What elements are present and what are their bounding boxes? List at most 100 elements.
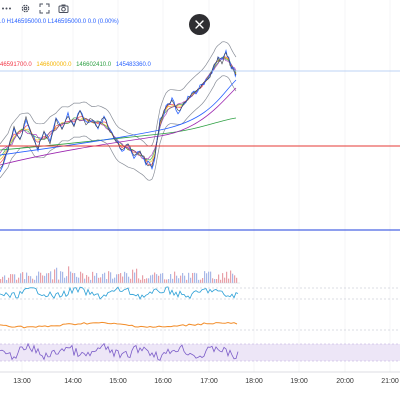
volume-bar	[86, 275, 88, 283]
volume-bar	[98, 277, 100, 283]
volume-bar	[160, 273, 162, 283]
volume-bar	[68, 266, 70, 283]
time-tick-label: 20:00	[336, 378, 354, 385]
volume-bar	[128, 276, 130, 283]
close-icon	[195, 20, 204, 29]
volume-bar	[214, 279, 216, 283]
volume-bar	[2, 276, 4, 283]
volume-bar	[138, 278, 140, 283]
indicator-value-yellow: 146600000.0	[36, 62, 72, 68]
indicator-value-green: 146602410.0	[76, 62, 112, 68]
volume-bar	[12, 274, 14, 283]
time-axis[interactable]: 13:00 14:00 15:00 16:00 17:00 18:00 19:0…	[0, 371, 400, 385]
volume-bar	[180, 275, 182, 283]
volume-bar	[144, 279, 146, 283]
volume-bar	[66, 276, 68, 283]
volume-bar	[150, 275, 152, 283]
volume-bar	[52, 279, 54, 283]
volume-bar	[62, 271, 64, 283]
volume-bar	[38, 271, 40, 283]
close-button[interactable]	[189, 14, 210, 35]
time-tick-label: 15:00	[109, 378, 127, 385]
lower-band-line	[0, 75, 237, 181]
volume-bar	[132, 269, 134, 283]
volume-bar	[80, 271, 82, 283]
oscillator-line-blue	[0, 286, 239, 300]
volume-bar	[30, 276, 32, 283]
more-icon[interactable]	[1, 3, 12, 14]
volume-bar	[120, 273, 122, 283]
volume-bar	[64, 277, 66, 283]
volume-bar	[164, 279, 166, 283]
volume-bar	[116, 274, 118, 283]
volume-bar	[90, 279, 92, 283]
volume-bar	[74, 273, 76, 283]
volume-bar	[228, 278, 230, 283]
volume-bar	[158, 275, 160, 283]
volume-bar	[76, 276, 78, 283]
volume-bar	[130, 278, 132, 283]
volume-bar	[32, 278, 34, 283]
volume-bar	[168, 279, 170, 283]
time-tick-label: 16:00	[154, 378, 172, 385]
volume-bar	[208, 271, 210, 283]
volume-bar	[78, 277, 80, 283]
volume-bar	[36, 275, 38, 283]
time-tick-label: 14:00	[64, 378, 82, 385]
volume-bar	[174, 271, 176, 283]
volume-bar	[206, 273, 208, 283]
volume-bar	[140, 279, 142, 283]
volume-bar	[162, 273, 164, 283]
volume-bar	[18, 277, 20, 283]
volume-bar	[40, 272, 42, 283]
price-pane[interactable]	[0, 41, 400, 231]
moving-averages	[0, 56, 237, 166]
fullscreen-icon[interactable]	[39, 3, 50, 14]
volume-bar	[204, 271, 206, 283]
oscillator-pane-1[interactable]	[0, 286, 400, 300]
volume-bar	[94, 275, 96, 283]
volume-bar	[186, 279, 188, 283]
volume-pane	[0, 266, 238, 283]
settings-gear-icon[interactable]	[20, 3, 31, 14]
volume-bar	[202, 278, 204, 283]
volume-bar	[54, 269, 56, 283]
trend-line-blue	[0, 79, 237, 156]
volume-bar	[156, 274, 158, 283]
volume-bar	[24, 279, 26, 283]
camera-icon[interactable]	[58, 3, 69, 14]
volume-bar	[26, 272, 28, 283]
volume-bar	[230, 270, 232, 283]
volume-bar	[232, 273, 234, 283]
volume-bar	[134, 272, 136, 283]
volume-bar	[142, 275, 144, 283]
price-line-secondary	[0, 52, 237, 169]
oscillator-line-orange	[0, 321, 238, 329]
trend-line-purple	[0, 87, 237, 166]
volume-bar	[58, 279, 60, 283]
volume-bar	[112, 278, 114, 283]
volume-bar	[20, 273, 22, 283]
volume-bar	[28, 275, 30, 283]
volume-bar	[176, 275, 178, 283]
volume-bar	[200, 279, 202, 283]
volume-bar	[104, 272, 106, 283]
volume-bar	[192, 273, 194, 283]
indicator-value-red: 46591700.0	[0, 62, 32, 68]
volume-bar	[34, 279, 36, 283]
volume-bar	[6, 279, 8, 283]
volume-bar	[108, 271, 110, 283]
grid-lines	[21, 0, 391, 372]
volume-bar	[196, 273, 198, 283]
volume-bar	[46, 273, 48, 283]
volume-bar	[226, 271, 228, 283]
volume-bar	[182, 273, 184, 283]
volume-bar	[88, 276, 90, 283]
time-tick-label: 13:00	[13, 378, 31, 385]
oscillator-pane-3[interactable]	[0, 342, 400, 362]
ohlc-quote: .0 H146595000.0 L146595000.0 0.0 (0.00%)	[0, 19, 119, 25]
oscillator-pane-2[interactable]	[0, 321, 400, 331]
purple-band	[0, 344, 400, 361]
volume-bar	[4, 275, 6, 283]
